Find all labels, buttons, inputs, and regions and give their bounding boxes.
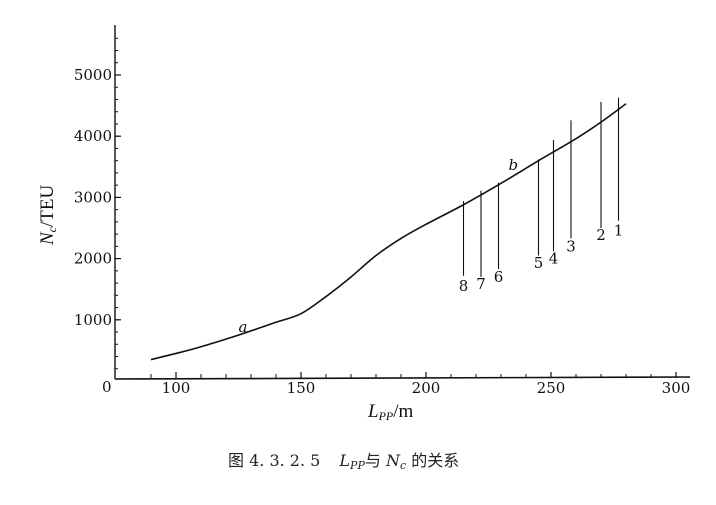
ship-marker-label-6: 6 — [494, 268, 504, 286]
caption-suffix: 的关系 — [411, 451, 459, 470]
curve-label-b: b — [509, 156, 519, 174]
ship-marker-label-2: 2 — [596, 226, 606, 244]
ship-marker-label-7: 7 — [476, 275, 486, 293]
x-tick-label: 300 — [662, 379, 691, 397]
curve-label-a: a — [239, 318, 248, 336]
x-tick-label: 200 — [412, 379, 441, 397]
ship-marker-label-8: 8 — [459, 277, 469, 295]
y-tick-label: 1000 — [74, 311, 112, 329]
y-axis-title-sub: c — [45, 226, 59, 232]
caption-lpp-sub: PP — [349, 459, 365, 472]
caption-mid: 与 — [365, 451, 381, 470]
caption-lpp: L — [338, 451, 350, 470]
caption-nc: N — [385, 451, 401, 470]
y-axis-title: Nc/TEU — [37, 184, 59, 246]
x-axis-title-unit: /m — [393, 401, 413, 422]
marks: a b 8 7 6 5 43 2 1 — [150, 97, 627, 361]
y-tick-label: 4000 — [74, 127, 112, 145]
x-tick-label: 250 — [537, 379, 566, 397]
y-tick-label: 3000 — [74, 188, 112, 206]
caption-prefix: 图 4. 3. 2. 5 — [228, 451, 320, 470]
y-tick-label: 2000 — [74, 250, 112, 268]
x-axis-title-sub: PP — [378, 409, 394, 423]
ship-marker-label-1: 1 — [614, 221, 624, 239]
caption-nc-sub: c — [400, 459, 406, 472]
x-tick-label: 150 — [287, 379, 316, 397]
origin-label: 0 — [102, 378, 112, 396]
y-axis-title-unit: /TEU — [37, 184, 58, 226]
x-axis-title-main: L — [367, 401, 379, 422]
series-line-curve — [150, 103, 627, 361]
x-axis-title: LPP/m — [367, 401, 414, 423]
x-tick-label: 100 — [162, 379, 191, 397]
ship-marker-label-3: 3 — [566, 237, 576, 255]
figure-caption: 图 4. 3. 2. 5 LPP与 Nc 的关系 — [228, 451, 459, 473]
y-tick-label: 5000 — [74, 66, 112, 84]
x-axis-line — [114, 376, 691, 380]
ship-marker-label-5: 5 — [534, 254, 544, 272]
y-axis-title-main: N — [37, 231, 58, 246]
ship-marker-label-4: 4 — [549, 249, 559, 267]
